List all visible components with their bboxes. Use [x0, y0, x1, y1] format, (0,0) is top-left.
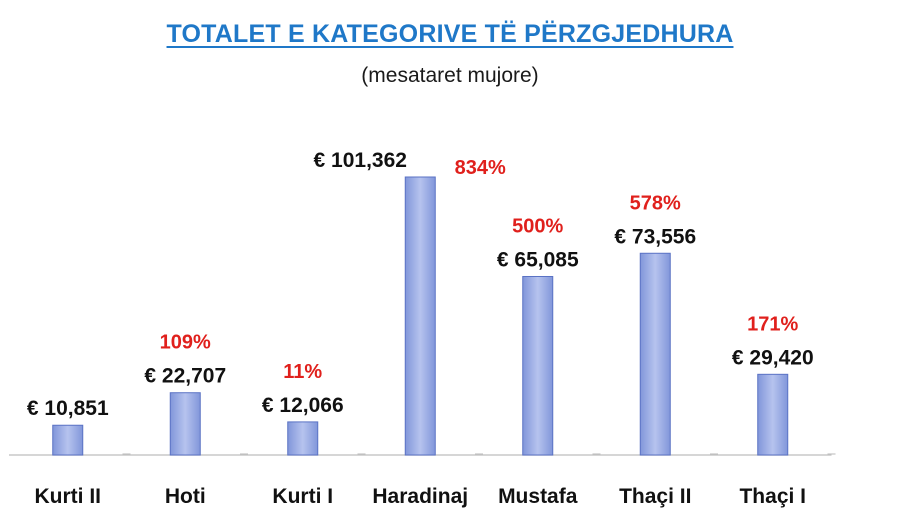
- value-label: € 22,707: [144, 365, 226, 388]
- percent-label: 109%: [160, 332, 211, 354]
- bar-hoti: [169, 392, 201, 456]
- percent-label: 500%: [512, 215, 563, 237]
- bar-haradinaj: [404, 176, 436, 456]
- value-label: € 10,851: [27, 397, 109, 420]
- category-label: Thaçi I: [739, 485, 806, 508]
- value-label: € 29,420: [732, 346, 814, 369]
- bar-tha-i-ii: [639, 252, 671, 456]
- chart-title: TOTALET E KATEGORIVE TË PËRZGJEDHURA: [166, 20, 734, 48]
- plot-area: € 10,851 Kurti II € 22,707 109% Hoti € 12,066…: [9, 149, 836, 508]
- category-label: Hoti: [165, 485, 206, 508]
- category-label: Haradinaj: [372, 485, 468, 508]
- bar-tha-i-i: [757, 373, 789, 456]
- value-label: € 12,066: [262, 394, 344, 417]
- category-label: Mustafa: [498, 485, 578, 508]
- bar-kurti-i: [287, 421, 319, 456]
- value-label: € 73,556: [614, 225, 696, 248]
- percent-label: 171%: [747, 313, 798, 335]
- value-label: € 101,362: [314, 149, 407, 172]
- chart-subtitle: (mesataret mujore): [361, 64, 539, 87]
- category-label: Kurti I: [272, 485, 333, 508]
- bar-mustafa: [522, 275, 554, 456]
- value-label: € 65,085: [497, 248, 579, 271]
- percent-label: 578%: [630, 192, 681, 214]
- bar-kurti-ii: [52, 424, 84, 456]
- percent-label: 11%: [283, 361, 322, 383]
- category-label: Thaçi II: [619, 485, 691, 508]
- percent-label: 834%: [455, 157, 506, 179]
- category-label: Kurti II: [35, 485, 102, 508]
